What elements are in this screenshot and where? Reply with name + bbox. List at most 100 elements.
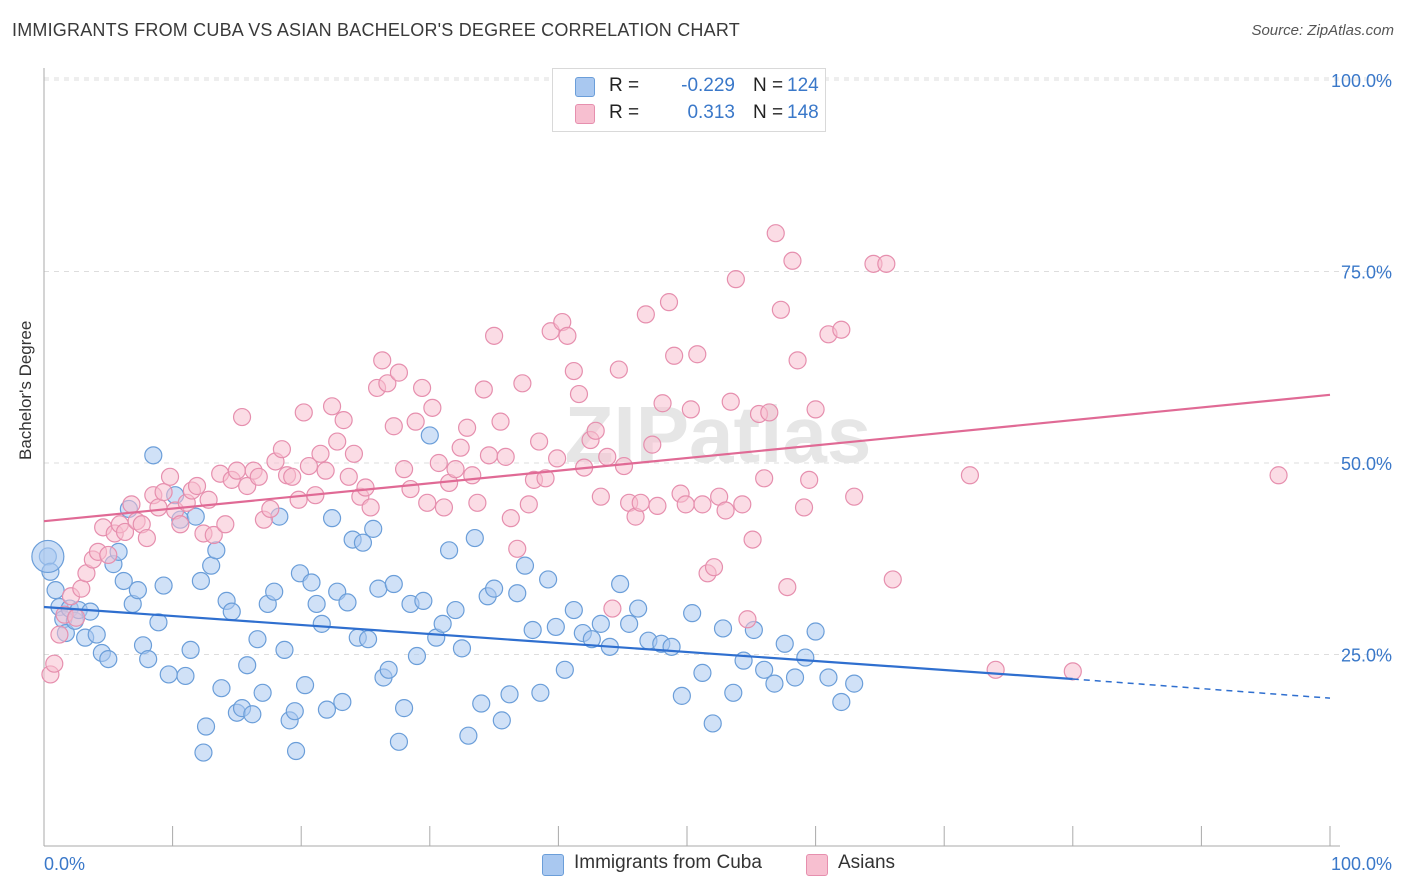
asian-point	[373, 351, 392, 370]
cuba-point	[202, 556, 221, 575]
cuba-point	[194, 743, 213, 762]
asian-point	[1063, 662, 1082, 681]
asian-point	[598, 447, 617, 466]
asian-point	[316, 461, 335, 480]
cuba-point	[333, 692, 352, 712]
y-tick-label: 50.0%	[1341, 454, 1392, 474]
cuba-point	[755, 660, 774, 679]
asian-point	[227, 461, 246, 480]
cuba-point	[515, 556, 535, 575]
asian-point	[530, 432, 549, 451]
cuba-point	[139, 649, 158, 669]
cuba-point	[713, 619, 733, 638]
asian-point	[289, 490, 308, 509]
asian-point	[232, 407, 252, 427]
asian-point	[283, 467, 302, 486]
asian-point	[832, 320, 851, 339]
asian-point	[536, 469, 555, 488]
asian-point	[688, 345, 707, 364]
cuba-point	[546, 617, 565, 637]
cuba-point	[338, 593, 357, 612]
asian-point	[665, 346, 684, 365]
asian-point	[67, 608, 86, 627]
cuba-point-large	[31, 539, 65, 574]
cuba-point	[485, 579, 504, 598]
asian-point	[423, 398, 442, 417]
asian-point	[328, 432, 347, 451]
cuba-point	[128, 581, 147, 600]
asian-point	[50, 625, 69, 644]
asian-point	[508, 539, 527, 558]
asian-point	[778, 577, 797, 597]
legend-n-value: 148	[787, 102, 819, 123]
cuba-point	[439, 541, 459, 560]
asian-point	[643, 435, 662, 454]
cuba-point	[539, 570, 558, 589]
cuba-point	[433, 614, 452, 633]
cuba-point	[295, 676, 315, 695]
cuba-point	[472, 694, 491, 713]
cuba-point	[555, 660, 574, 679]
cuba-point	[87, 625, 106, 644]
asian-point	[378, 374, 397, 393]
asian-point	[614, 456, 634, 476]
asian-point	[394, 460, 414, 479]
y-tick-label: 75.0%	[1341, 263, 1392, 283]
y-axis-label: Bachelor's Degree	[16, 320, 35, 460]
cuba-point	[662, 637, 681, 656]
trend-line-asian	[43, 393, 1331, 523]
cuba-point	[459, 726, 478, 745]
asian-point	[299, 456, 319, 476]
asian-point	[171, 515, 190, 534]
cuba-point	[446, 600, 465, 620]
cuba-point	[307, 594, 326, 614]
cuba-point	[285, 702, 304, 721]
cuba-point	[358, 630, 378, 649]
cuba-point	[159, 665, 178, 684]
cuba-point	[845, 674, 864, 693]
cuba-point	[683, 604, 702, 623]
asian-point	[491, 412, 510, 431]
asian-point	[653, 394, 672, 413]
bottom-legend-swatch-cuba	[542, 854, 564, 876]
cuba-point	[322, 509, 342, 528]
asian-point	[115, 522, 135, 542]
asian-point	[883, 570, 902, 589]
asian-point	[636, 305, 655, 324]
asian-point	[361, 498, 380, 517]
asian-point	[187, 476, 207, 496]
asian-point	[548, 449, 567, 468]
x-tick-label: 0.0%	[44, 854, 85, 874]
cuba-point	[531, 683, 550, 702]
cuba-point	[248, 630, 267, 649]
asian-point	[463, 466, 482, 485]
cuba-point	[114, 571, 133, 591]
asian-point	[631, 493, 650, 512]
cuba-point	[775, 634, 794, 653]
cuba-point	[724, 683, 743, 702]
chart-title: IMMIGRANTS FROM CUBA VS ASIAN BACHELOR'S…	[12, 20, 740, 40]
cuba-point	[389, 732, 409, 751]
cuba-point	[253, 683, 272, 702]
asian-point	[451, 438, 470, 457]
trend-line-cuba	[43, 605, 1073, 681]
asian-point	[412, 378, 432, 398]
cuba-point	[523, 620, 542, 640]
cuba-point	[286, 741, 306, 761]
cuba-point	[302, 573, 321, 592]
cuba-point	[611, 574, 630, 594]
cuba-point	[275, 640, 294, 660]
asian-point	[877, 254, 896, 273]
cuba-point	[394, 699, 414, 718]
asian-point	[446, 460, 465, 479]
asian-point	[788, 351, 807, 370]
asian-point	[755, 469, 774, 488]
y-tick-label: 100.0%	[1331, 71, 1392, 91]
asian-point	[429, 453, 448, 473]
cuba-point	[207, 541, 226, 560]
asian-point	[806, 400, 825, 419]
asian-point	[294, 403, 313, 422]
asian-point	[485, 326, 504, 345]
asian-point	[676, 495, 695, 514]
